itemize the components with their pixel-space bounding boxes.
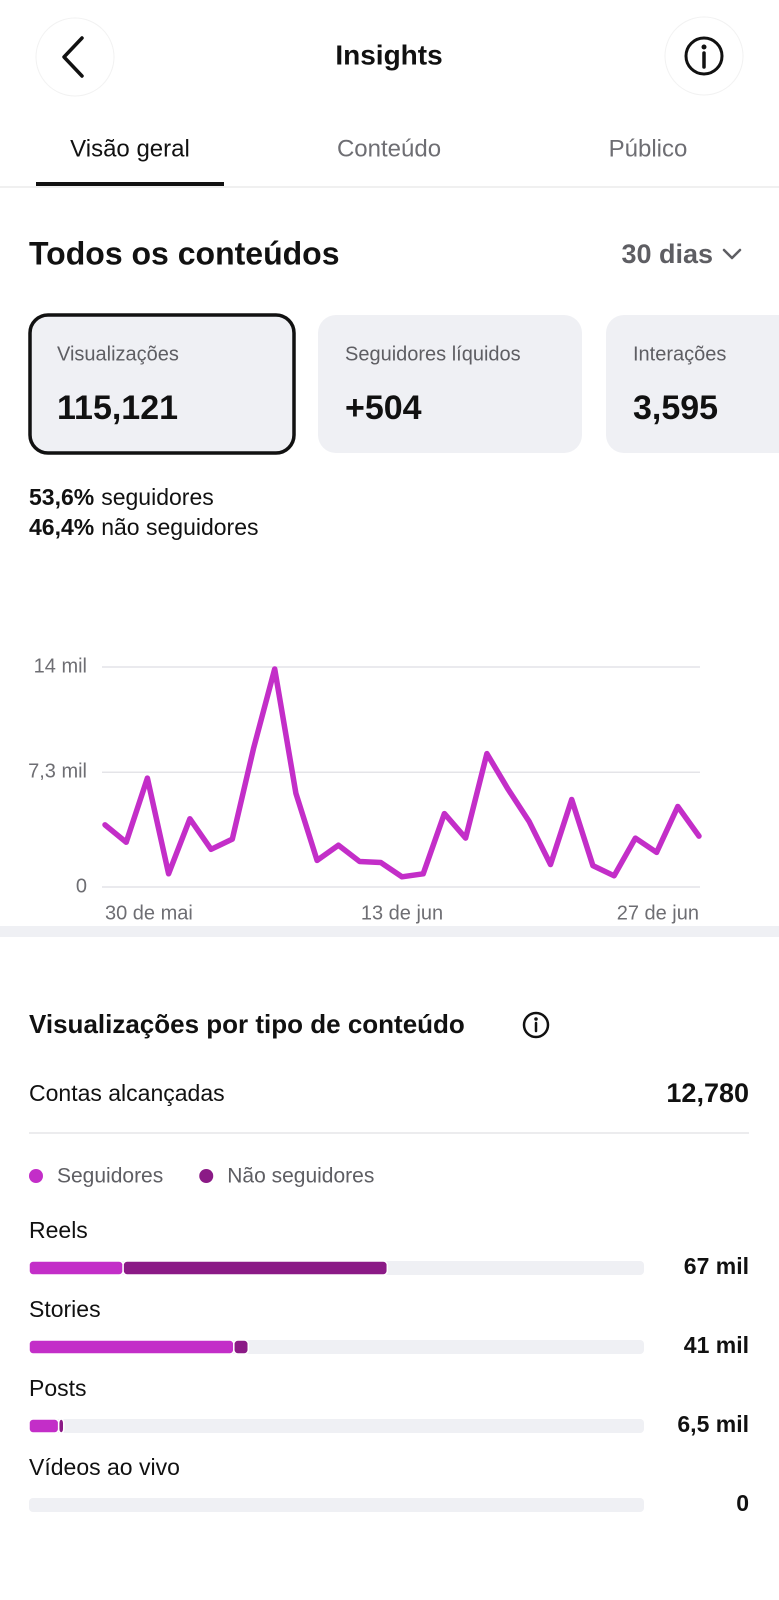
section-divider (0, 926, 779, 937)
y-tick-label: 14 mil (34, 655, 87, 677)
bar-segment (233, 1339, 250, 1355)
legend-label: Seguidores (57, 1165, 163, 1188)
x-tick-label: 27 de jun (617, 902, 699, 924)
split-value: 46,4% (29, 514, 94, 540)
y-tick-label: 0 (76, 875, 87, 897)
bar-total: 6,5 mil (677, 1411, 749, 1437)
tab[interactable]: Público (609, 135, 688, 162)
split-line: 53,6% seguidores (29, 484, 214, 510)
category-label: Vídeos ao vivo (29, 1454, 180, 1480)
bar-total: 67 mil (684, 1253, 749, 1279)
metric-label: Seguidores líquidos (345, 343, 521, 365)
x-tick-label: 30 de mai (105, 902, 193, 924)
split-value: 53,6% (29, 484, 94, 510)
line-series (102, 666, 702, 880)
bar-track (29, 1419, 644, 1433)
bar-segment (28, 1260, 124, 1276)
legend-swatch (29, 1169, 43, 1183)
back-icon (62, 36, 84, 78)
y-tick-label: 7,3 mil (28, 761, 87, 783)
split-label: seguidores (101, 484, 214, 510)
bar-total: 41 mil (684, 1332, 749, 1358)
line-chart: 0 7,3 mil 14 mil 30 de mai 13 de jun 27 de ju… (28, 655, 702, 924)
metric-label: Interações (633, 343, 726, 365)
metric-card[interactable] (606, 315, 779, 453)
info-icon[interactable] (522, 1011, 550, 1039)
metric-label: Visualizações (57, 343, 179, 365)
bar-segment (28, 1339, 235, 1355)
split-label: não seguidores (101, 514, 258, 540)
bar-segment (57, 1418, 65, 1434)
metric-card[interactable] (28, 313, 296, 455)
info-icon (684, 36, 724, 76)
metric-value: 3,595 (633, 389, 718, 427)
tab[interactable]: Conteúdo (337, 135, 441, 162)
section-title: Todos os conteúdos (29, 235, 340, 271)
tab[interactable]: Visão geral (70, 135, 190, 162)
info-dot (534, 1017, 538, 1021)
legend-swatch (199, 1169, 214, 1183)
tab-indicator (36, 182, 224, 186)
back-button[interactable] (35, 17, 115, 97)
x-tick-label: 13 de jun (361, 902, 443, 924)
bar-total: 0 (736, 1490, 749, 1516)
reach-label: Contas alcançadas (29, 1080, 225, 1106)
category-label: Stories (29, 1296, 101, 1322)
period-chevron (722, 248, 742, 260)
metric-card[interactable] (318, 315, 582, 453)
metric-cards: Visualizações 115,121 Seguidores líquidos +… (28, 313, 779, 455)
bar-segment (28, 1418, 60, 1434)
split-line: 46,4% não seguidores (29, 514, 259, 540)
category-label: Posts (29, 1375, 87, 1401)
info-dot (701, 44, 707, 50)
legend-label: Não seguidores (227, 1165, 374, 1188)
bar-track (29, 1498, 644, 1512)
category-label: Reels (29, 1217, 88, 1243)
breakdown-title: Visualizações por tipo de conteúdo (29, 1009, 465, 1039)
reach-value: 12,780 (666, 1078, 749, 1108)
metric-value: +504 (345, 389, 422, 427)
period-selector[interactable]: 30 dias (621, 239, 713, 269)
page-title: Insights (335, 39, 442, 70)
bar-segment (122, 1260, 389, 1276)
metric-value: 115,121 (57, 389, 178, 427)
bar-chart: Seguidores Não seguidores Reels 67 mil Stori… (28, 1165, 749, 1516)
